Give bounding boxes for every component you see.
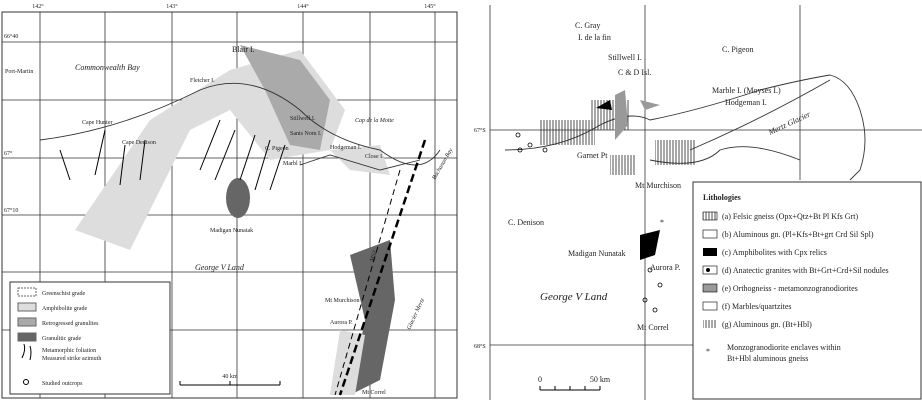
place-label: Sants Nom I. (290, 131, 322, 137)
place-label: Aurora P. (650, 263, 680, 272)
legend-label: (f) Marbles/quartzites (722, 302, 792, 311)
place-label: Aurora P. (330, 320, 353, 326)
orthogneiss (615, 90, 628, 140)
legend-label: Amphibolite grade (42, 306, 87, 312)
left-map: 142° 143° 144° 145° 66°40 67° 67°10 Port… (2, 3, 457, 398)
place-label: C. Gray (575, 21, 600, 30)
legend-label: Studied outcrops (42, 381, 83, 387)
place-label: Mertz Glacier (766, 109, 812, 137)
place-label: Mt Correl (362, 390, 386, 396)
lat-label: 67°S (474, 127, 486, 134)
place-label: Madigan Nunatak (210, 228, 253, 234)
orthogneiss (640, 100, 660, 110)
granulitic-zone (226, 178, 250, 218)
place-label: Hodgeman I. (330, 145, 362, 151)
place-label: Mt Murchison (325, 298, 360, 304)
amphibolite (640, 230, 660, 260)
lat-label: 67° (4, 150, 13, 157)
enclave-symbol: * (660, 218, 664, 227)
aluminous-gneiss (655, 140, 695, 165)
legend-label: Granulitic grade (42, 336, 81, 342)
legend-note: Monzogranodiorite enclaves within (727, 343, 841, 352)
legend-label: Greenschist grade (42, 291, 85, 297)
place-label: Close I. (365, 154, 384, 160)
lon-label: 142° (32, 3, 44, 10)
legend: Lithologies (a) Felsic gneiss (Opx+Qtz+B… (693, 182, 921, 399)
place-label: Commonwealth Bay (75, 63, 140, 72)
place-label: Blair I. (232, 45, 255, 54)
place-label: Madigan Nunatak (568, 249, 626, 258)
scale-label: 50 km (590, 375, 611, 384)
lon-label: 143° (166, 3, 178, 10)
lat-label: 68°S (474, 343, 486, 350)
place-label: George V Land (540, 291, 608, 303)
place-label: Port-Martin (5, 69, 33, 75)
right-map: * 67°S 68°S C. Gray I. de la fin Stillwe… (474, 5, 922, 400)
place-label: Marble I. (Moyses I.) (712, 86, 781, 95)
place-label: Marbl I. (283, 161, 303, 167)
legend-symbol: * (706, 347, 710, 356)
scale-bar: 0 50 km (538, 375, 611, 390)
scale-bar: 40 km (180, 374, 280, 385)
legend-label: (d) Anatectic granites with Bt+Grt+Crd+S… (722, 266, 889, 275)
aluminous-gneiss (610, 155, 635, 175)
lat-label: 66°40 (4, 33, 18, 40)
lon-label: 144° (297, 3, 309, 10)
lat-label: 67°10 (4, 207, 18, 214)
place-label: George V Land (195, 263, 245, 272)
felsic-gneiss (540, 120, 595, 145)
legend-label: (e) Orthogneiss - metamonzogranodiorites (722, 284, 858, 293)
place-label: Mt Correl (637, 323, 670, 332)
legend-label: (g) Aluminous gn. (Bt+Hbl) (722, 320, 812, 329)
place-label: Hodgeman I. (725, 98, 767, 107)
place-label: Garnet Pt (577, 151, 608, 160)
place-label: Stillwell I. (290, 116, 316, 122)
place-label: Mt Murchison (635, 181, 681, 190)
legend-label: Measured strike azimuth (42, 356, 101, 362)
legend-label: Metamorphic foliation (42, 347, 96, 354)
place-label: C & D Isl. (618, 68, 651, 77)
place-label: Cape Denison (122, 140, 156, 146)
place-label: C. Pigeon (722, 45, 754, 54)
legend-label: (b) Aluminous gn. (Pl+Kfs+Bt+grt Crd Sil… (722, 230, 874, 239)
legend-label: Retrogressed granulites (42, 321, 99, 327)
legend: Greenschist grade Amphibolite grade Retr… (10, 282, 170, 394)
scale-label: 40 km (222, 374, 238, 380)
place-label: I. de la fin (578, 33, 611, 42)
place-label: Cape Hunter (82, 120, 113, 126)
legend-note: Bt+Hbl aluminous gneiss (727, 354, 808, 363)
legend-label: (c) Amphibolites with Cpx relics (722, 248, 827, 257)
place-label: C. Denison (508, 218, 544, 227)
place-label: C. Pigeon (265, 146, 289, 152)
place-label: Fletcher I. (190, 78, 215, 84)
place-label: Glacier Mertz (406, 297, 426, 331)
figure: 142° 143° 144° 145° 66°40 67° 67°10 Port… (0, 0, 922, 400)
place-label: Cap de la Motte (355, 118, 394, 124)
place-label: Stillwell I. (608, 53, 642, 62)
legend-label: (a) Felsic gneiss (Opx+Qtz+Bt Pl Kfs Grt… (722, 212, 858, 221)
scale-label: 0 (538, 375, 542, 384)
lon-label: 145° (424, 3, 436, 10)
legend-title: Lithologies (703, 193, 741, 202)
